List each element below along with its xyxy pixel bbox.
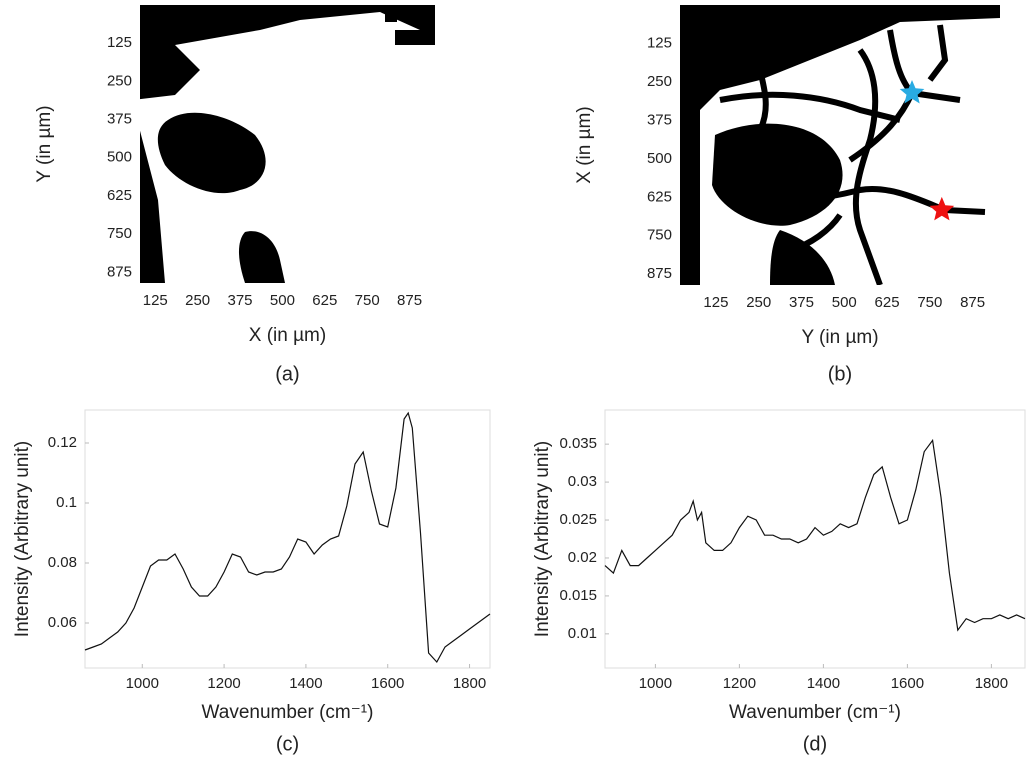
y-axis-label: X (in µm): [574, 106, 595, 183]
y-tick-label: 0.025: [559, 511, 597, 528]
x-axis-label: Y (in µm): [801, 327, 878, 348]
y-tick-label: 0.08: [48, 554, 77, 571]
y-tick-label: 875: [647, 265, 672, 282]
y-tick-label: 0.015: [559, 587, 597, 604]
y-axis-label: Y (in µm): [34, 105, 55, 182]
y-tick-label: 250: [107, 72, 132, 89]
caption: (b): [828, 363, 852, 385]
x-tick-label: 750: [917, 294, 942, 311]
x-tick-label: 250: [185, 292, 210, 309]
x-tick-label: 375: [228, 292, 253, 309]
x-tick-label: 1200: [207, 675, 240, 692]
caption: (a): [275, 363, 299, 385]
y-tick-label: 500: [107, 149, 132, 166]
y-tick-label: 0.01: [568, 625, 597, 642]
x-tick-label: 125: [143, 292, 168, 309]
plot-frame: [84, 409, 491, 669]
y-tick-label: 875: [107, 263, 132, 280]
x-tick-label: 1600: [891, 675, 924, 692]
y-tick-label: 0.02: [568, 549, 597, 566]
x-tick-label: 750: [355, 292, 380, 309]
star-marker: [929, 196, 955, 221]
x-tick-label: 1600: [371, 675, 404, 692]
spectrum-line: [604, 438, 1026, 632]
x-tick-label: 1400: [807, 675, 840, 692]
y-tick-label: 250: [647, 73, 672, 90]
y-tick-label: 0.03: [568, 473, 597, 490]
x-tick-label: 500: [832, 294, 857, 311]
x-tick-label: 1800: [975, 675, 1008, 692]
x-axis-label: X (in µm): [249, 325, 326, 346]
y-axis-label: Intensity (Arbitrary unit): [532, 441, 553, 637]
plot-frame: [604, 409, 1026, 669]
y-tick-label: 625: [107, 187, 132, 204]
y-tick-label: 750: [107, 225, 132, 242]
y-tick-label: 375: [107, 111, 132, 128]
y-tick-label: 625: [647, 188, 672, 205]
binary-map-a: [140, 5, 435, 283]
x-tick-label: 1800: [453, 675, 486, 692]
x-tick-label: 375: [789, 294, 814, 311]
x-tick-label: 625: [312, 292, 337, 309]
x-tick-label: 1200: [723, 675, 756, 692]
x-tick-label: 125: [703, 294, 728, 311]
y-tick-label: 500: [647, 150, 672, 167]
x-tick-label: 875: [960, 294, 985, 311]
y-tick-label: 0.12: [48, 434, 77, 451]
y-tick-label: 375: [647, 111, 672, 128]
star-marker: [899, 80, 925, 104]
caption: (c): [276, 733, 299, 755]
x-tick-label: 875: [397, 292, 422, 309]
x-tick-label: 1000: [126, 675, 159, 692]
x-tick-label: 1000: [639, 675, 672, 692]
y-tick-label: 0.06: [48, 614, 77, 631]
x-tick-label: 1400: [289, 675, 322, 692]
caption: (d): [803, 733, 827, 755]
x-tick-label: 500: [270, 292, 295, 309]
y-tick-label: 125: [107, 34, 132, 51]
y-tick-label: 750: [647, 227, 672, 244]
x-tick-label: 625: [875, 294, 900, 311]
x-axis-label: Wavenumber (cm⁻¹): [202, 702, 374, 723]
binary-map-b: [680, 5, 1000, 285]
spectrum-line: [84, 411, 491, 664]
x-tick-label: 250: [746, 294, 771, 311]
y-tick-label: 0.1: [56, 494, 77, 511]
x-axis-label: Wavenumber (cm⁻¹): [729, 702, 901, 723]
y-tick-label: 0.035: [559, 435, 597, 452]
y-axis-label: Intensity (Arbitrary unit): [12, 441, 33, 637]
y-tick-label: 125: [647, 34, 672, 51]
